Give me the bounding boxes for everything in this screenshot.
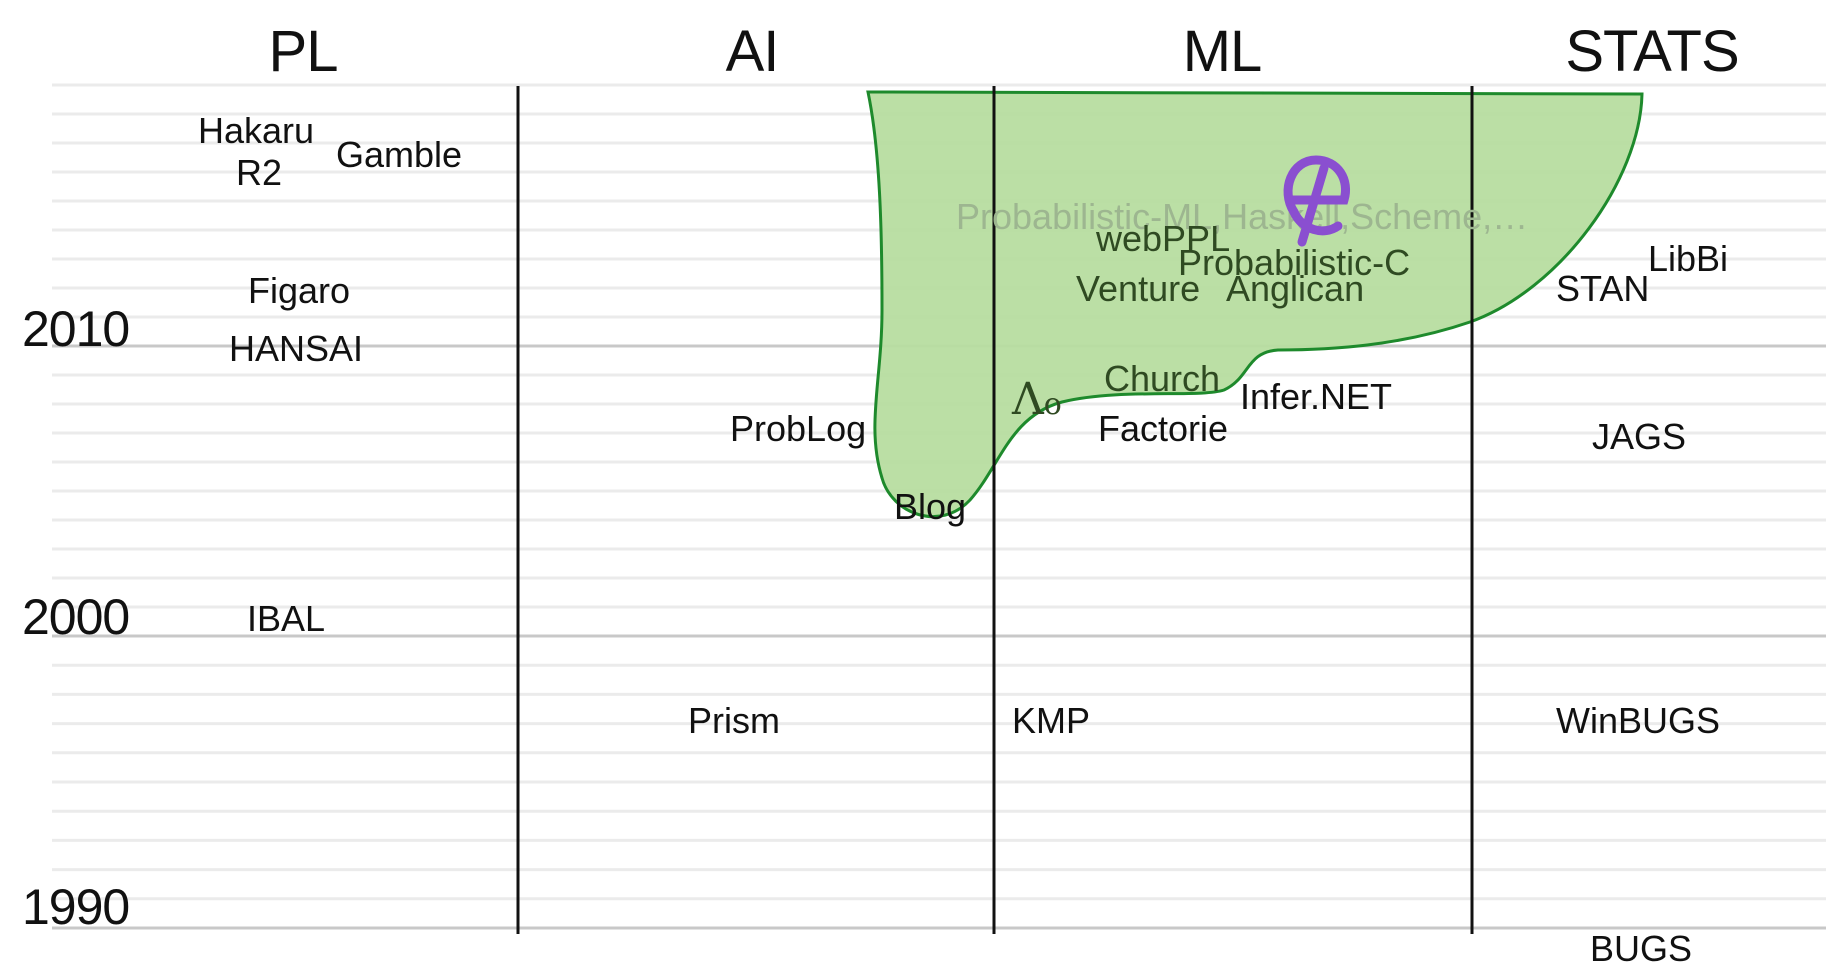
label-church: Church [1104,358,1221,399]
label-hansai: HANSAI [229,328,364,369]
lambda-subscript: o [1043,387,1062,422]
label-probabilistic-ml: Probabilistic-ML,Haskell,Scheme,… [956,196,1529,237]
label-webppl: webPPL [1096,218,1231,259]
label-libbi: LibBi [1648,238,1729,279]
label-factorie: Factorie [1098,408,1229,449]
label-ibal: IBAL [247,598,326,639]
column-header-ai: AI [725,19,780,84]
shaded-region [866,90,1644,519]
lambda-o-glyph: Λo [1012,374,1062,425]
label-r2: R2 [236,152,283,193]
label-infer-net: Infer.NET [1240,376,1393,417]
column-header-stats: STATS [1565,19,1739,84]
label-blog: Blog [894,486,967,527]
year-label-1990: 1990 [22,879,130,935]
label-winbugs: WinBUGS [1556,700,1721,741]
label-hakaru: Hakaru [198,110,315,151]
label-kmp: KMP [1012,700,1091,741]
label-problog: ProbLog [730,408,867,449]
label-jags: JAGS [1592,416,1687,457]
label-venture: Venture [1076,268,1201,309]
label-prism: Prism [688,700,780,741]
label-gamble: Gamble [336,134,463,175]
column-header-ml: ML [1182,19,1263,84]
column-header-pl: PL [268,19,339,84]
year-label-2000: 2000 [22,589,130,645]
label-figaro: Figaro [248,270,351,311]
label-probabilistic-c: Probabilistic-C [1178,242,1411,283]
label-stan: STAN [1556,268,1650,309]
label-anglican: Anglican [1226,268,1365,309]
lambda-glyph: Λ [1012,374,1044,425]
label-bugs: BUGS [1590,928,1693,969]
year-label-2010: 2010 [22,301,130,357]
purple-ae-logo-icon [1283,155,1350,247]
